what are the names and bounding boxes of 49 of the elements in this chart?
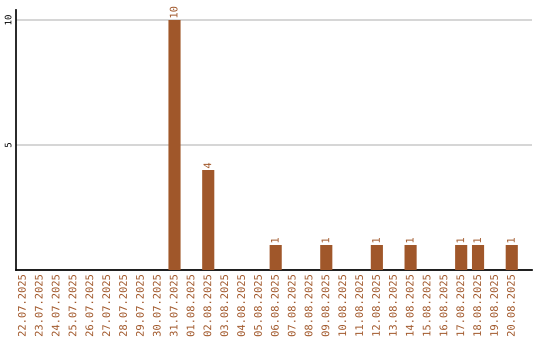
bar <box>506 245 518 270</box>
x-tick-label: 07.08.2025 <box>288 275 296 336</box>
y-tick-label: 5 <box>4 143 12 148</box>
x-tick-label: 17.08.2025 <box>456 275 464 336</box>
x-tick-label: 11.08.2025 <box>355 275 364 336</box>
bar <box>455 245 468 270</box>
bar <box>320 245 332 270</box>
x-tick-label: 16.08.2025 <box>439 275 448 336</box>
x-tick-label: 09.08.2025 <box>321 275 330 336</box>
x-tick-label: 12.08.2025 <box>372 275 380 336</box>
x-tick-label: 22.07.2025 <box>18 275 26 336</box>
x-tick-label: 28.07.2025 <box>119 275 127 336</box>
bar <box>202 170 214 270</box>
data-label: 4 <box>204 162 212 168</box>
x-tick-label: 29.07.2025 <box>136 275 144 336</box>
x-tick-label: 30.07.2025 <box>152 275 161 336</box>
data-label: 1 <box>322 238 330 242</box>
bar <box>404 245 417 270</box>
data-label: 1 <box>507 238 515 242</box>
bar <box>168 20 181 270</box>
x-tick-label: 01.08.2025 <box>186 275 194 336</box>
x-tick-label: 06.08.2025 <box>270 275 279 336</box>
x-tick-label: 19.08.2025 <box>490 275 498 336</box>
x-tick-label: 15.08.2025 <box>422 275 430 336</box>
data-label: 1 <box>456 238 464 242</box>
data-label: 1 <box>372 238 380 242</box>
bar <box>270 245 282 270</box>
x-tick-label: 02.08.2025 <box>203 275 212 336</box>
x-tick-label: 25.07.2025 <box>68 275 76 336</box>
x-tick-label: 10.08.2025 <box>338 275 346 336</box>
x-tick-label: 05.08.2025 <box>254 275 262 336</box>
x-tick-label: 14.08.2025 <box>406 275 414 336</box>
x-tick-label: 08.08.2025 <box>304 275 312 336</box>
x-tick-label: 20.08.2025 <box>506 275 515 336</box>
data-label: 1 <box>473 238 481 242</box>
bar <box>472 245 484 270</box>
x-tick-label: 24.07.2025 <box>52 275 60 336</box>
x-tick-label: 31.07.2025 <box>170 275 178 336</box>
x-tick-label: 23.07.2025 <box>34 275 43 336</box>
x-tick-label: 03.08.2025 <box>220 275 228 336</box>
bar <box>370 245 383 270</box>
x-tick-label: 04.08.2025 <box>237 275 246 336</box>
data-label: 10 <box>170 6 178 18</box>
data-label: 1 <box>406 238 414 242</box>
x-tick-label: 13.08.2025 <box>388 275 397 336</box>
x-tick-label: 18.08.2025 <box>473 275 482 336</box>
data-label: 1 <box>270 238 279 242</box>
x-tick-label: 27.07.2025 <box>102 275 110 336</box>
x-tick-label: 26.07.2025 <box>85 275 94 336</box>
